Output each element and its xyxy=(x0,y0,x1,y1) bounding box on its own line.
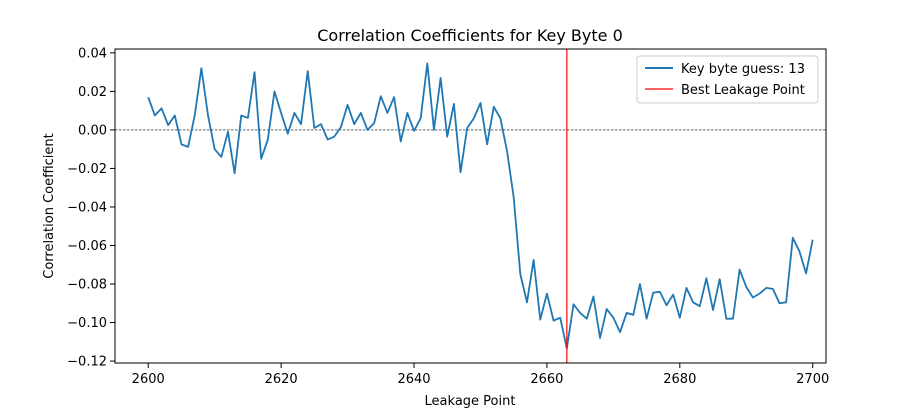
x-tick-label: 2700 xyxy=(796,372,829,387)
legend-label-best-leakage: Best Leakage Point xyxy=(681,83,805,98)
y-axis-ticks: 0.04 0.02 0.00 −0.02 −0.04 −0.06 −0.08 −0.10 −0.… xyxy=(67,46,115,370)
x-axis-ticks: 2600 2620 2640 2660 2680 2700 xyxy=(132,363,829,387)
y-tick-label: −0.06 xyxy=(67,239,107,254)
plot-area: 0.04 0.02 0.00 −0.02 −0.04 −0.06 −0.08 −0.10 −0.… xyxy=(67,46,829,387)
x-axis-label: Leakage Point xyxy=(425,394,516,409)
y-tick-label: 0.00 xyxy=(78,123,107,138)
y-tick-label: −0.10 xyxy=(67,316,107,331)
y-axis-label: Correlation Coefficient xyxy=(42,133,57,279)
y-tick-label: −0.08 xyxy=(67,278,107,293)
legend-box xyxy=(636,55,819,104)
x-tick-label: 2640 xyxy=(397,372,430,387)
x-tick-label: 2680 xyxy=(663,372,696,387)
series-line-key-byte-13 xyxy=(147,62,814,350)
legend: Key byte guess: 13 Best Leakage Point xyxy=(636,55,819,104)
y-tick-label: −0.02 xyxy=(67,162,107,177)
chart-title: Correlation Coefficients for Key Byte 0 xyxy=(317,26,623,45)
x-tick-label: 2600 xyxy=(132,372,165,387)
y-tick-label: 0.04 xyxy=(78,46,107,61)
x-tick-label: 2660 xyxy=(530,372,563,387)
y-tick-label: −0.12 xyxy=(67,355,107,370)
y-tick-label: 0.02 xyxy=(78,85,107,100)
y-tick-label: −0.04 xyxy=(67,200,107,215)
x-tick-label: 2620 xyxy=(265,372,298,387)
plot-frame xyxy=(114,48,827,364)
series-group xyxy=(147,62,814,350)
legend-label-series: Key byte guess: 13 xyxy=(681,62,805,77)
